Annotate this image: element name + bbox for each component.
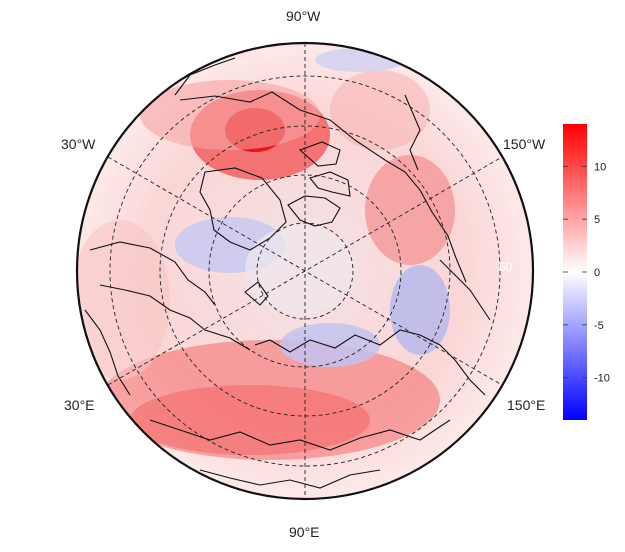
lon-label-lower-left: 30°E [64, 397, 95, 413]
colorbar-ticks: 10 5 0 -5 -10 [563, 161, 610, 385]
anomaly-field [77, 43, 533, 499]
colorbar-tick-label: 10 [594, 161, 606, 173]
lon-label-bottom: 90°E [289, 524, 320, 540]
graticule [107, 43, 503, 499]
lon-label-upper-right: 150°W [503, 136, 546, 152]
lat-label-inner: 60 [499, 260, 513, 274]
colorbar-tick-label: 5 [594, 214, 600, 226]
coastlines [84, 57, 491, 489]
colorbar-tick-label: 0 [594, 267, 600, 279]
colorbar: 10 5 0 -5 -10 [563, 124, 610, 420]
colorbar-tick-label: -5 [594, 320, 604, 332]
lon-label-upper-left: 30°W [61, 136, 96, 152]
lon-label-lower-right: 150°E [507, 397, 546, 413]
colorbar-tick-label: -10 [594, 373, 610, 385]
lon-label-top: 90°W [286, 8, 321, 24]
map-boundary [75, 41, 535, 501]
